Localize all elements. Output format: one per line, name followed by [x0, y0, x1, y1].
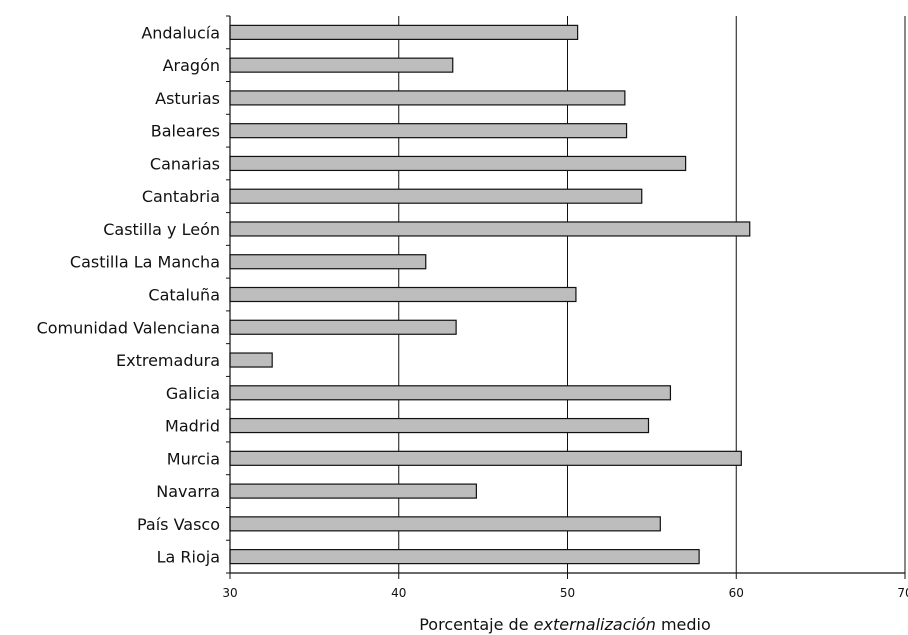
x-axis-title-prefix: Porcentaje de [419, 615, 533, 634]
bar-0 [229, 24, 579, 40]
category-label-10: Extremadura [116, 351, 220, 370]
axes [226, 15, 906, 579]
x-tick-label-60: 60 [729, 586, 744, 600]
bar-15 [229, 516, 661, 532]
category-label-0: Andalucía [141, 23, 220, 42]
category-label-13: Murcia [167, 449, 220, 468]
bar-13 [229, 450, 742, 466]
x-tick-labels: 30 40 50 60 70 [222, 586, 908, 600]
bar-8 [229, 286, 577, 303]
bars [229, 24, 751, 565]
bar-12 [229, 417, 650, 434]
category-label-8: Cataluña [148, 286, 220, 305]
category-label-6: Castilla y León [103, 220, 220, 239]
bar-1 [229, 57, 454, 73]
x-axis-title-italic: externalización [534, 615, 656, 634]
category-label-7: Castilla La Mancha [70, 253, 220, 272]
category-label-12: Madrid [165, 417, 220, 436]
category-label-14: Navarra [156, 482, 220, 501]
x-tick-label-40: 40 [391, 586, 406, 600]
bar-5 [229, 188, 643, 204]
bar-11 [229, 385, 672, 401]
category-label-9: Comunidad Valenciana [37, 318, 220, 337]
bar-10 [229, 352, 273, 368]
category-label-4: Canarias [150, 154, 220, 173]
bar-2 [229, 90, 626, 106]
category-label-1: Aragón [163, 56, 220, 75]
x-axis-title: Porcentaje de externalización medio [419, 615, 711, 634]
bar-4 [229, 155, 687, 172]
bar-3 [229, 123, 628, 139]
bar-7 [229, 254, 427, 270]
bar-16 [229, 549, 700, 565]
bar-6 [229, 221, 751, 237]
category-label-16: La Rioja [157, 548, 220, 567]
x-axis-title-suffix: medio [656, 615, 711, 634]
bar-9 [229, 319, 457, 335]
category-labels: Andalucía Aragón Asturias Baleares Canarias C… [37, 23, 220, 566]
category-label-11: Galicia [166, 384, 220, 403]
x-tick-label-50: 50 [560, 586, 575, 600]
category-label-5: Cantabria [142, 187, 220, 206]
x-tick-label-30: 30 [222, 586, 237, 600]
x-tick-label-70: 70 [897, 586, 908, 600]
bar-14 [229, 483, 477, 499]
category-label-3: Baleares [151, 122, 220, 141]
category-label-2: Asturias [155, 89, 220, 108]
category-label-15: País Vasco [137, 515, 220, 534]
